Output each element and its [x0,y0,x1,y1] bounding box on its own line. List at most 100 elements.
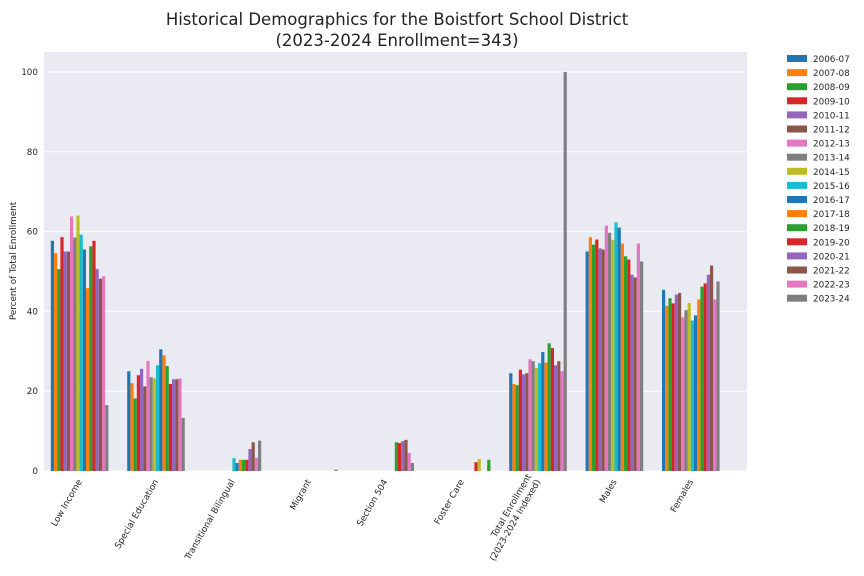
legend-swatch [787,167,807,175]
x-tick-label: Total Enrollment(2023-2024 Indexed) [488,472,543,563]
bar-2015-16-7 [614,222,618,471]
y-tick-label: 20 [27,387,39,397]
legend-swatch [787,69,807,77]
bar-2022-23-6 [560,371,564,471]
bar-2023-24-7 [640,261,644,471]
bar-2009-10-7 [595,239,599,471]
x-tick-label: Foster Care [433,478,467,527]
x-axis: Low Income Special Education Transitional … [50,472,696,563]
x-tick-label-line: Males [598,478,620,505]
bar-2009-10-0 [60,237,64,471]
bar-2017-18-8 [697,299,701,471]
chart-title: Historical Demographics for the Boistfor… [166,10,629,29]
legend-swatch [787,139,807,147]
bar-2006-07-6 [509,373,513,471]
bar-2010-11-0 [63,251,67,471]
x-tick-label-line: Low Income [50,478,85,528]
y-tick-label: 60 [27,228,39,238]
legend-label: 2020-21 [813,252,850,262]
bar-2010-11-6 [522,374,526,471]
bar-2011-12-7 [601,249,605,471]
bar-2015-16-8 [690,320,694,471]
bar-2020-21-2 [248,449,252,471]
legend-swatch [787,125,807,133]
bar-2019-20-2 [245,459,249,471]
bar-2023-24-3 [334,469,338,471]
bar-2012-13-8 [681,317,685,471]
bar-2021-22-2 [251,442,255,471]
legend-label: 2011-12 [813,126,850,136]
bar-extra-5 [487,459,491,471]
legend-label: 2017-18 [813,210,850,220]
bar-2021-22-0 [98,278,102,471]
bar-2013-14-1 [149,377,153,471]
bar-2015-16-0 [79,234,83,471]
legend-swatch [787,266,807,274]
bar-2023-24-4 [410,463,414,471]
bar-2015-16-6 [538,363,542,471]
bar-2008-09-7 [592,244,596,471]
bar-2021-22-4 [404,439,408,471]
bar-2020-21-0 [95,269,99,471]
bar-2011-12-0 [66,251,70,471]
bar-2006-07-7 [585,251,589,471]
bar-2012-13-1 [146,360,150,471]
bar-2016-17-1 [159,349,163,471]
bar-2019-20-4 [398,443,402,471]
legend-swatch [787,111,807,119]
legend-label: 2006-07 [813,55,850,65]
bar-2023-24-6 [563,71,567,471]
x-tick-label-line: Females [669,478,696,515]
bar-extra-5 [477,459,481,471]
bar-2007-08-7 [588,237,592,471]
bar-2023-24-8 [716,281,720,471]
bar-2019-20-1 [168,384,172,471]
bar-2017-18-1 [162,355,166,471]
bar-2018-19-8 [700,286,704,471]
bar-2016-17-8 [694,315,698,471]
y-tick-label: 0 [32,467,38,477]
bar-2015-16-2 [232,458,236,471]
bar-2009-10-8 [671,303,675,471]
bar-2007-08-8 [665,305,669,471]
legend-label: 2015-16 [813,182,850,192]
bar-2019-20-6 [550,348,554,471]
bar-2022-23-0 [102,276,106,471]
bar-2006-07-8 [662,289,666,471]
x-tick-label-line: Transitional Bilingual [183,478,238,563]
bar-2006-07-1 [127,371,131,471]
bar-2022-23-7 [636,243,640,471]
bar-2020-21-1 [172,379,176,471]
legend-swatch [787,97,807,105]
bar-2022-23-2 [254,457,258,471]
bar-2016-17-7 [617,227,621,471]
bar-2016-17-6 [541,352,545,471]
bar-2013-14-8 [684,310,688,471]
legend-label: 2012-13 [813,140,850,150]
bar-2009-10-6 [518,369,522,471]
bar-2014-15-8 [687,303,691,471]
x-tick-label: Transitional Bilingual [183,478,238,563]
bar-2022-23-1 [178,378,182,471]
legend-swatch [787,224,807,232]
bar-2019-20-8 [703,283,707,471]
bar-2013-14-0 [73,237,77,471]
legend-swatch [787,238,807,246]
legend-swatch [787,55,807,62]
legend-label: 2023-24 [813,295,850,305]
legend-label: 2018-19 [813,224,850,234]
bar-2007-08-6 [512,384,516,471]
legend-label: 2021-22 [813,267,850,277]
x-tick-label: Females [669,478,696,515]
bar-2020-21-7 [630,274,634,471]
bar-2017-18-6 [544,362,548,471]
legend-label: 2007-08 [813,69,850,79]
y-axis-label: Percent of Total Enrollment [9,201,19,320]
bar-2017-18-2 [238,459,242,471]
bar-2014-15-0 [76,215,80,471]
bar-2007-08-1 [130,383,134,471]
bar-2019-20-5 [474,462,478,471]
legend-label: 2014-15 [813,168,850,178]
legend-label: 2010-11 [813,111,850,121]
bar-2012-13-6 [528,359,532,471]
